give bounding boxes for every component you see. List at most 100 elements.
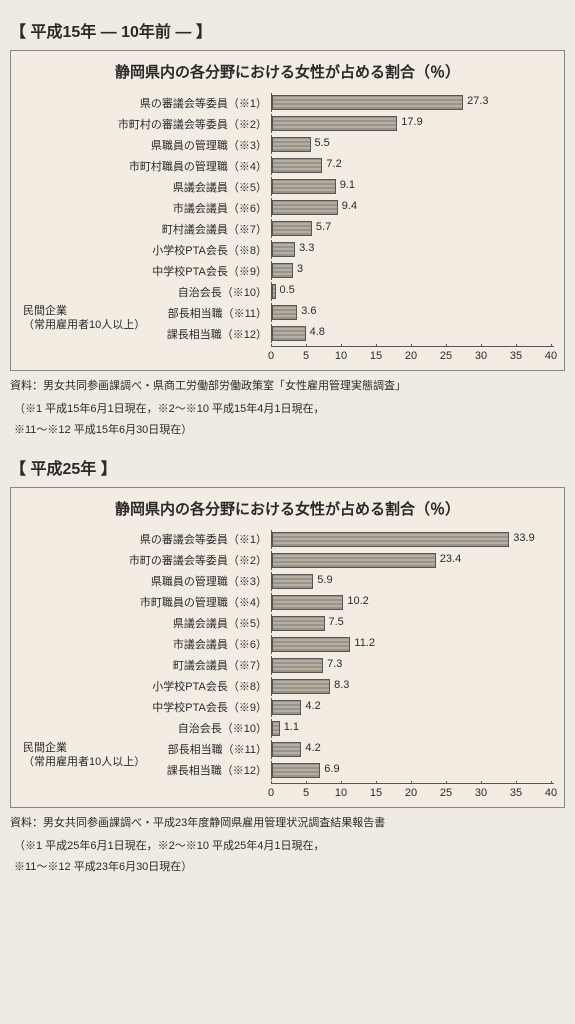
x-axis: 0510152025303540	[21, 783, 554, 803]
bar-value: 7.3	[327, 658, 342, 670]
bar-value: 3	[297, 263, 303, 275]
bar-value: 7.2	[326, 158, 341, 170]
bar-label: 県の審議会等委員（※1）	[21, 531, 271, 547]
bar-label: 市町村の審議会等委員（※2）	[21, 116, 271, 132]
bar-row: 市町村の審議会等委員（※2） 17.9	[21, 113, 554, 134]
chart1-source: 資料：男女共同参画課調べ・県商工労働部労働政策室「女性雇用管理実態調査」	[10, 377, 565, 393]
chart1-title: 静岡県内の各分野における女性が占める割合（％）	[21, 61, 554, 82]
bar-value: 9.1	[340, 179, 355, 191]
bar-value: 1.1	[284, 721, 299, 733]
bar-row: 県職員の管理職（※3）5.5	[21, 134, 554, 155]
bar-value: 6.9	[324, 763, 339, 775]
bar-label: 中学校PTA会長（※9）	[21, 699, 271, 715]
bar-label: 自治会長（※10）	[21, 284, 271, 300]
bar-area: 11.2	[271, 635, 554, 654]
bar-area: 3.6	[271, 303, 554, 322]
x-tick: 35	[510, 787, 522, 799]
x-tick: 5	[303, 787, 309, 799]
bar	[272, 305, 297, 320]
bar-label: 市町村職員の管理職（※4）	[21, 158, 271, 174]
bar-value: 4.8	[310, 326, 325, 338]
bar-row: 市町職員の管理職（※4）10.2	[21, 592, 554, 613]
chart2-source: 資料：男女共同参画課調べ・平成23年度静岡県雇用管理状況調査結果報告書	[10, 814, 565, 830]
bar-row: 小学校PTA会長（※8）8.3	[21, 676, 554, 697]
bar	[272, 595, 343, 610]
bar	[272, 763, 320, 778]
bar-label: 自治会長（※10）	[21, 720, 271, 736]
bar-label: 町村議会議員（※7）	[21, 221, 271, 237]
bar	[272, 721, 280, 736]
bar-row: 県議会議員（※5）7.5	[21, 613, 554, 634]
bar-row: 県の審議会等委員（※1） 33.9	[21, 529, 554, 550]
bar	[272, 742, 301, 757]
bar	[272, 158, 322, 173]
bar	[272, 263, 293, 278]
bar-row: 市町村職員の管理職（※4） 7.2	[21, 155, 554, 176]
bar-area: 10.2	[271, 593, 554, 612]
bar	[272, 679, 330, 694]
bar-label: 県議会議員（※5）	[21, 179, 271, 195]
bar-area: 4.8	[271, 324, 554, 343]
bar-value: 33.9	[513, 532, 534, 544]
bar-label: 中学校PTA会長（※9）	[21, 263, 271, 279]
bar-value: 7.5	[329, 616, 344, 628]
bar-value: 5.9	[317, 574, 332, 586]
bar	[272, 200, 338, 215]
side-label-bottom: （常用雇用者10人以上）	[23, 318, 145, 332]
bar-label: 市議会議員（※6）	[21, 636, 271, 652]
bar	[272, 553, 436, 568]
chart2-box: 静岡県内の各分野における女性が占める割合（％） 県の審議会等委員（※1） 33.9…	[10, 487, 565, 808]
bar	[272, 658, 323, 673]
bar-area: 4.2	[271, 698, 554, 717]
chart2-title: 静岡県内の各分野における女性が占める割合（％）	[21, 498, 554, 519]
bar-value: 3.3	[299, 242, 314, 254]
bar-area: 17.9	[271, 114, 554, 133]
bar-label: 県職員の管理職（※3）	[21, 573, 271, 589]
bar-value: 0.5	[280, 284, 295, 296]
bar-area: 7.5	[271, 614, 554, 633]
bar	[272, 326, 306, 341]
x-tick: 10	[335, 787, 347, 799]
bar-area: 3.3	[271, 240, 554, 259]
bar-label: 市町職員の管理職（※4）	[21, 594, 271, 610]
bar-area: 5.9	[271, 572, 554, 591]
bar-row: 県職員の管理職（※3） 5.9	[21, 571, 554, 592]
bar-label: 県職員の管理職（※3）	[21, 137, 271, 153]
bar	[272, 284, 276, 299]
bar-row: 市町の審議会等委員（※2）23.4	[21, 550, 554, 571]
x-tick: 40	[545, 350, 557, 362]
x-tick: 5	[303, 350, 309, 362]
x-tick: 20	[405, 787, 417, 799]
side-label-top: 民間企業	[23, 304, 145, 318]
x-tick: 10	[335, 350, 347, 362]
bar-value: 9.4	[342, 200, 357, 212]
bar-row: 町議会議員（※7）7.3	[21, 655, 554, 676]
section2-header: 【 平成25年 】	[10, 455, 565, 479]
chart2-notes: （※1 平成25年6月1日現在，※2～※10 平成25年4月1日現在， ※11～…	[14, 836, 565, 878]
chart2-area: 県の審議会等委員（※1）33.9市町の審議会等委員（※2）23.4県職員の管理職…	[21, 529, 554, 803]
x-tick: 30	[475, 787, 487, 799]
bar	[272, 574, 313, 589]
x-tick: 40	[545, 787, 557, 799]
bar-value: 23.4	[440, 553, 461, 565]
bar-value: 3.6	[301, 305, 316, 317]
bar-value: 11.2	[354, 637, 375, 649]
chart1-note2: ※11～※12 平成15年6月30日現在）	[14, 420, 565, 441]
bar-area: 0.5	[271, 282, 554, 301]
bar-row: 自治会長（※10） 1.1	[21, 718, 554, 739]
bar-area: 4.2	[271, 740, 554, 759]
chart1-box: 静岡県内の各分野における女性が占める割合（％） 県の審議会等委員（※1）27.3…	[10, 50, 565, 371]
x-tick: 25	[440, 350, 452, 362]
bar	[272, 95, 463, 110]
bar-area: 6.9	[271, 761, 554, 780]
bar	[272, 221, 312, 236]
bar-area: 7.3	[271, 656, 554, 675]
bar-area: 9.1	[271, 177, 554, 196]
chart1-note1: （※1 平成15年6月1日現在，※2～※10 平成15年4月1日現在，	[14, 399, 565, 420]
chart1-notes: （※1 平成15年6月1日現在，※2～※10 平成15年4月1日現在， ※11～…	[14, 399, 565, 441]
x-axis: 0510152025303540	[21, 346, 554, 366]
bar-value: 17.9	[401, 116, 422, 128]
bar	[272, 179, 336, 194]
section1-header: 【 平成15年 ― 10年前 ― 】	[10, 18, 565, 42]
bar	[272, 637, 350, 652]
